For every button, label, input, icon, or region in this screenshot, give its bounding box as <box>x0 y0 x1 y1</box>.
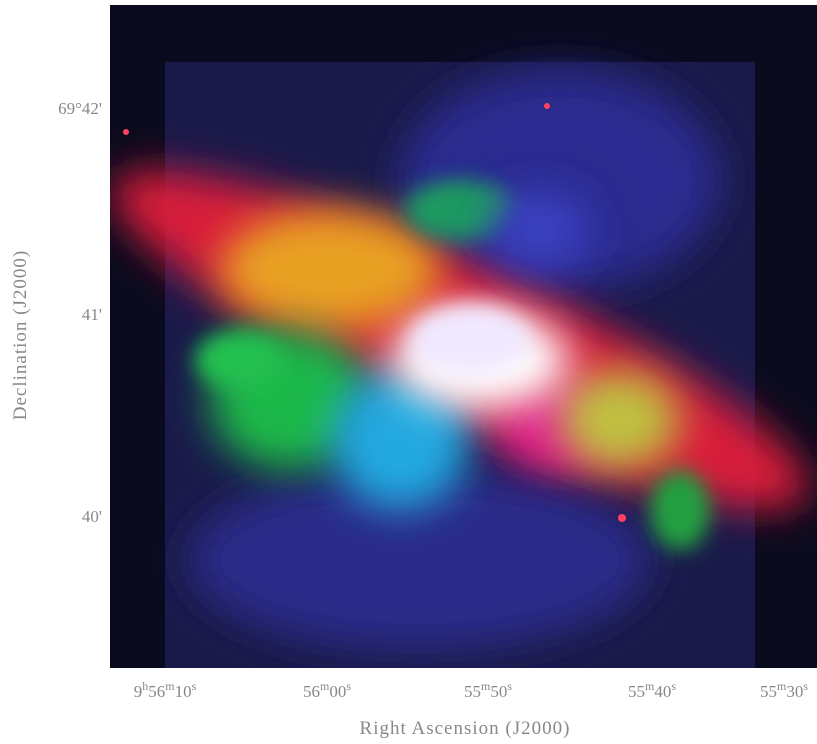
tick-unit: s <box>192 679 197 693</box>
tick-unit: s <box>346 679 351 693</box>
tick-number: 55 <box>628 682 645 701</box>
tick-unit: s <box>507 679 512 693</box>
x-tick-label: 55m50s <box>464 679 512 701</box>
tick-number: 56 <box>148 682 165 701</box>
x-axis-label: Right Ascension (J2000) <box>360 718 571 739</box>
y-axis-label: Declination (J2000) <box>10 250 31 420</box>
x-tick-label: 9h56m10s <box>134 679 197 701</box>
y-tick-label: 69°42' <box>58 99 102 118</box>
tick-number: 55 <box>464 682 481 701</box>
x-tick-label: 56m00s <box>303 679 351 701</box>
tick-number: 55 <box>760 682 777 701</box>
tick-number: 9 <box>134 682 143 701</box>
x-tick-label: 55m40s <box>628 679 676 701</box>
tick-number: 30 <box>786 682 803 701</box>
tick-number: 00 <box>329 682 346 701</box>
tick-number: 10 <box>175 682 192 701</box>
tick-number: 50 <box>490 682 507 701</box>
galaxy-image <box>82 5 817 668</box>
tick-number: 40 <box>654 682 671 701</box>
tick-unit: s <box>803 679 808 693</box>
y-tick-label: 40' <box>82 507 102 526</box>
x-tick-label: 55m30s <box>760 679 808 701</box>
y-tick-label: 41' <box>82 305 102 324</box>
tick-number: 56 <box>303 682 320 701</box>
tick-unit: s <box>671 679 676 693</box>
figure: Right Ascension (J2000) Declination (J20… <box>0 0 817 744</box>
